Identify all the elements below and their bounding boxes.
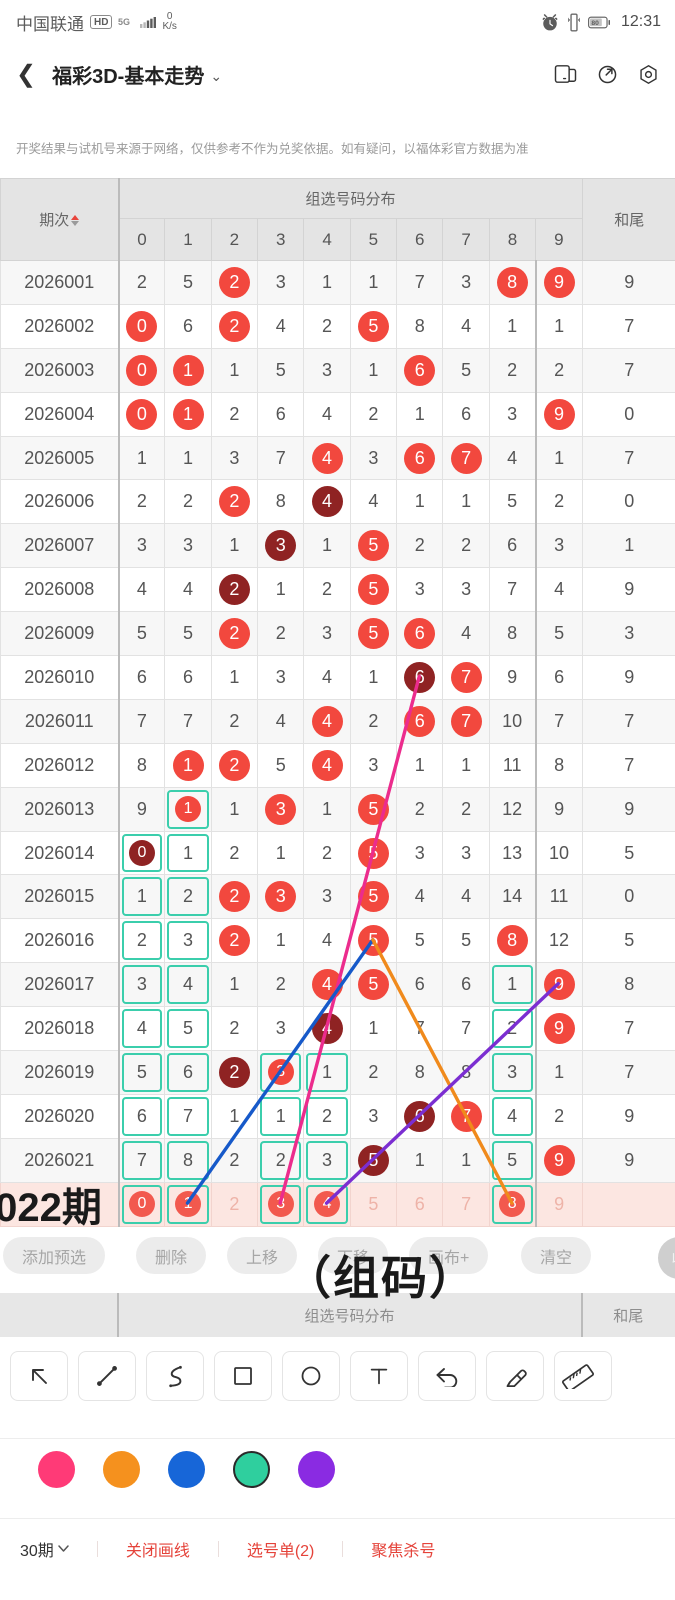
svg-text:5G: 5G bbox=[118, 17, 130, 27]
svg-text:80: 80 bbox=[591, 19, 599, 26]
